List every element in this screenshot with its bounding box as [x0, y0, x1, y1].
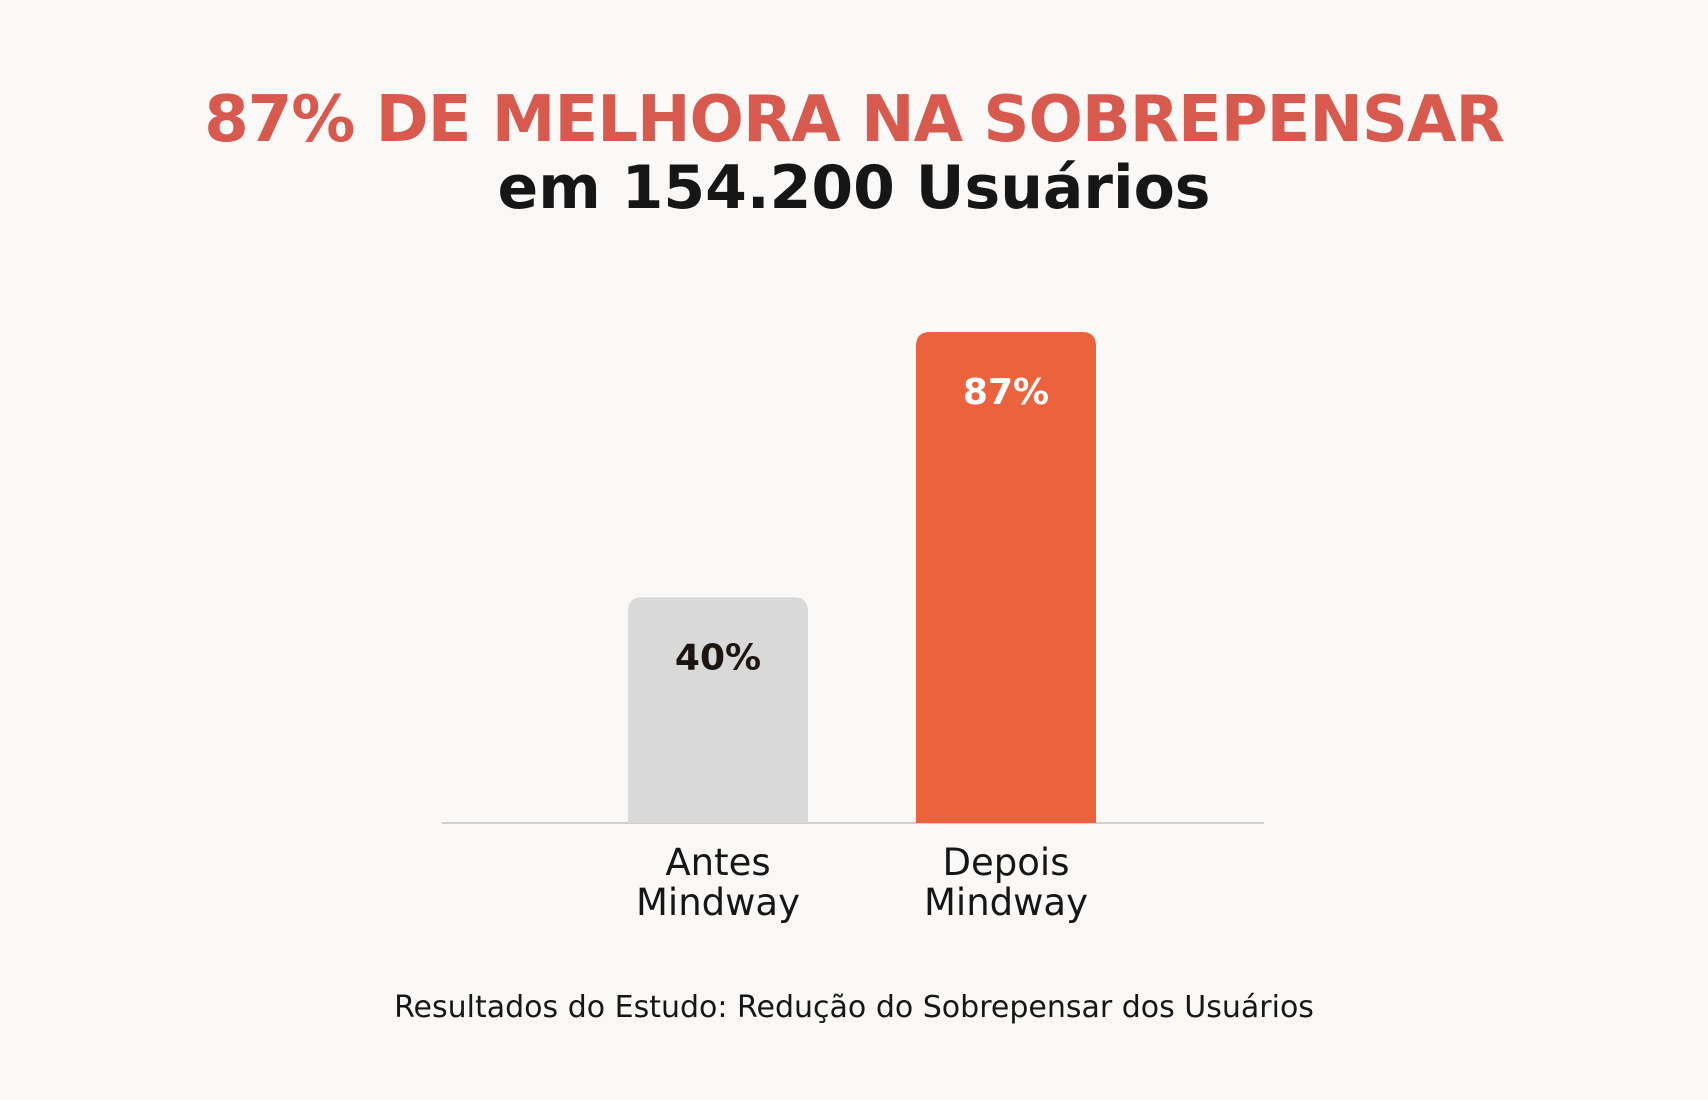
category-label-1-line-0: Depois: [943, 841, 1070, 884]
bar-0: [628, 597, 808, 823]
category-label-0-line-1: Mindway: [636, 881, 800, 924]
bar-value-label-1: 87%: [963, 372, 1049, 413]
category-label-0-line-0: Antes: [665, 841, 770, 884]
chart-caption: Resultados do Estudo: Redução do Sobrepe…: [394, 990, 1314, 1025]
bar-value-label-0: 40%: [675, 637, 761, 678]
category-label-1-line-1: Mindway: [924, 881, 1088, 924]
bar-1: [916, 332, 1096, 823]
chart-subtitle: em 154.200 Usuários: [497, 153, 1211, 223]
bar-series: 40% 87%: [628, 332, 1096, 823]
chart-title: 87% DE MELHORA NA SOBREPENSAR: [204, 83, 1505, 157]
